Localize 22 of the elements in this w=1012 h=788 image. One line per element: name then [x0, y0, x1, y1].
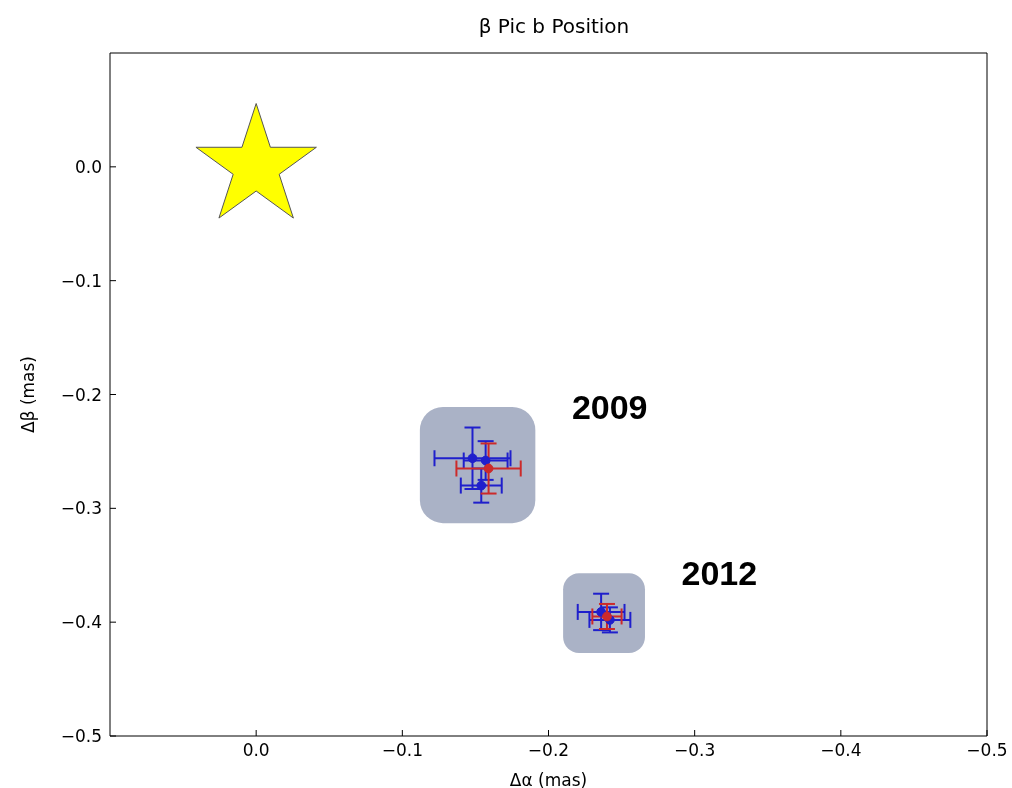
- annotation: 2009: [571, 388, 648, 427]
- y-tick-label: −0.5: [60, 726, 102, 747]
- y-tick-label: −0.4: [60, 612, 102, 633]
- point: [480, 455, 491, 466]
- point: [483, 463, 494, 474]
- x-tick-label: −0.4: [820, 740, 862, 761]
- x-tick-label: −0.3: [674, 740, 716, 761]
- x-tick-label: −0.2: [527, 740, 570, 761]
- y-axis-title: Δβ (mas): [18, 356, 39, 433]
- x-tick-label: 0.0: [242, 740, 270, 761]
- point: [476, 480, 487, 491]
- y-tick-label: −0.3: [60, 498, 102, 519]
- x-tick-label: −0.1: [381, 740, 423, 761]
- y-tick-label: −0.2: [60, 384, 102, 405]
- chart-title: β Pic b Position: [477, 14, 631, 38]
- x-axis-title: Δα (mas): [509, 770, 588, 788]
- point: [602, 611, 612, 622]
- point: [467, 453, 478, 464]
- x-tick-label: −0.5: [966, 740, 1008, 761]
- annotation: 2012: [681, 554, 758, 593]
- y-tick-label: −0.1: [60, 270, 102, 291]
- y-tick-label: 0.0: [74, 156, 102, 177]
